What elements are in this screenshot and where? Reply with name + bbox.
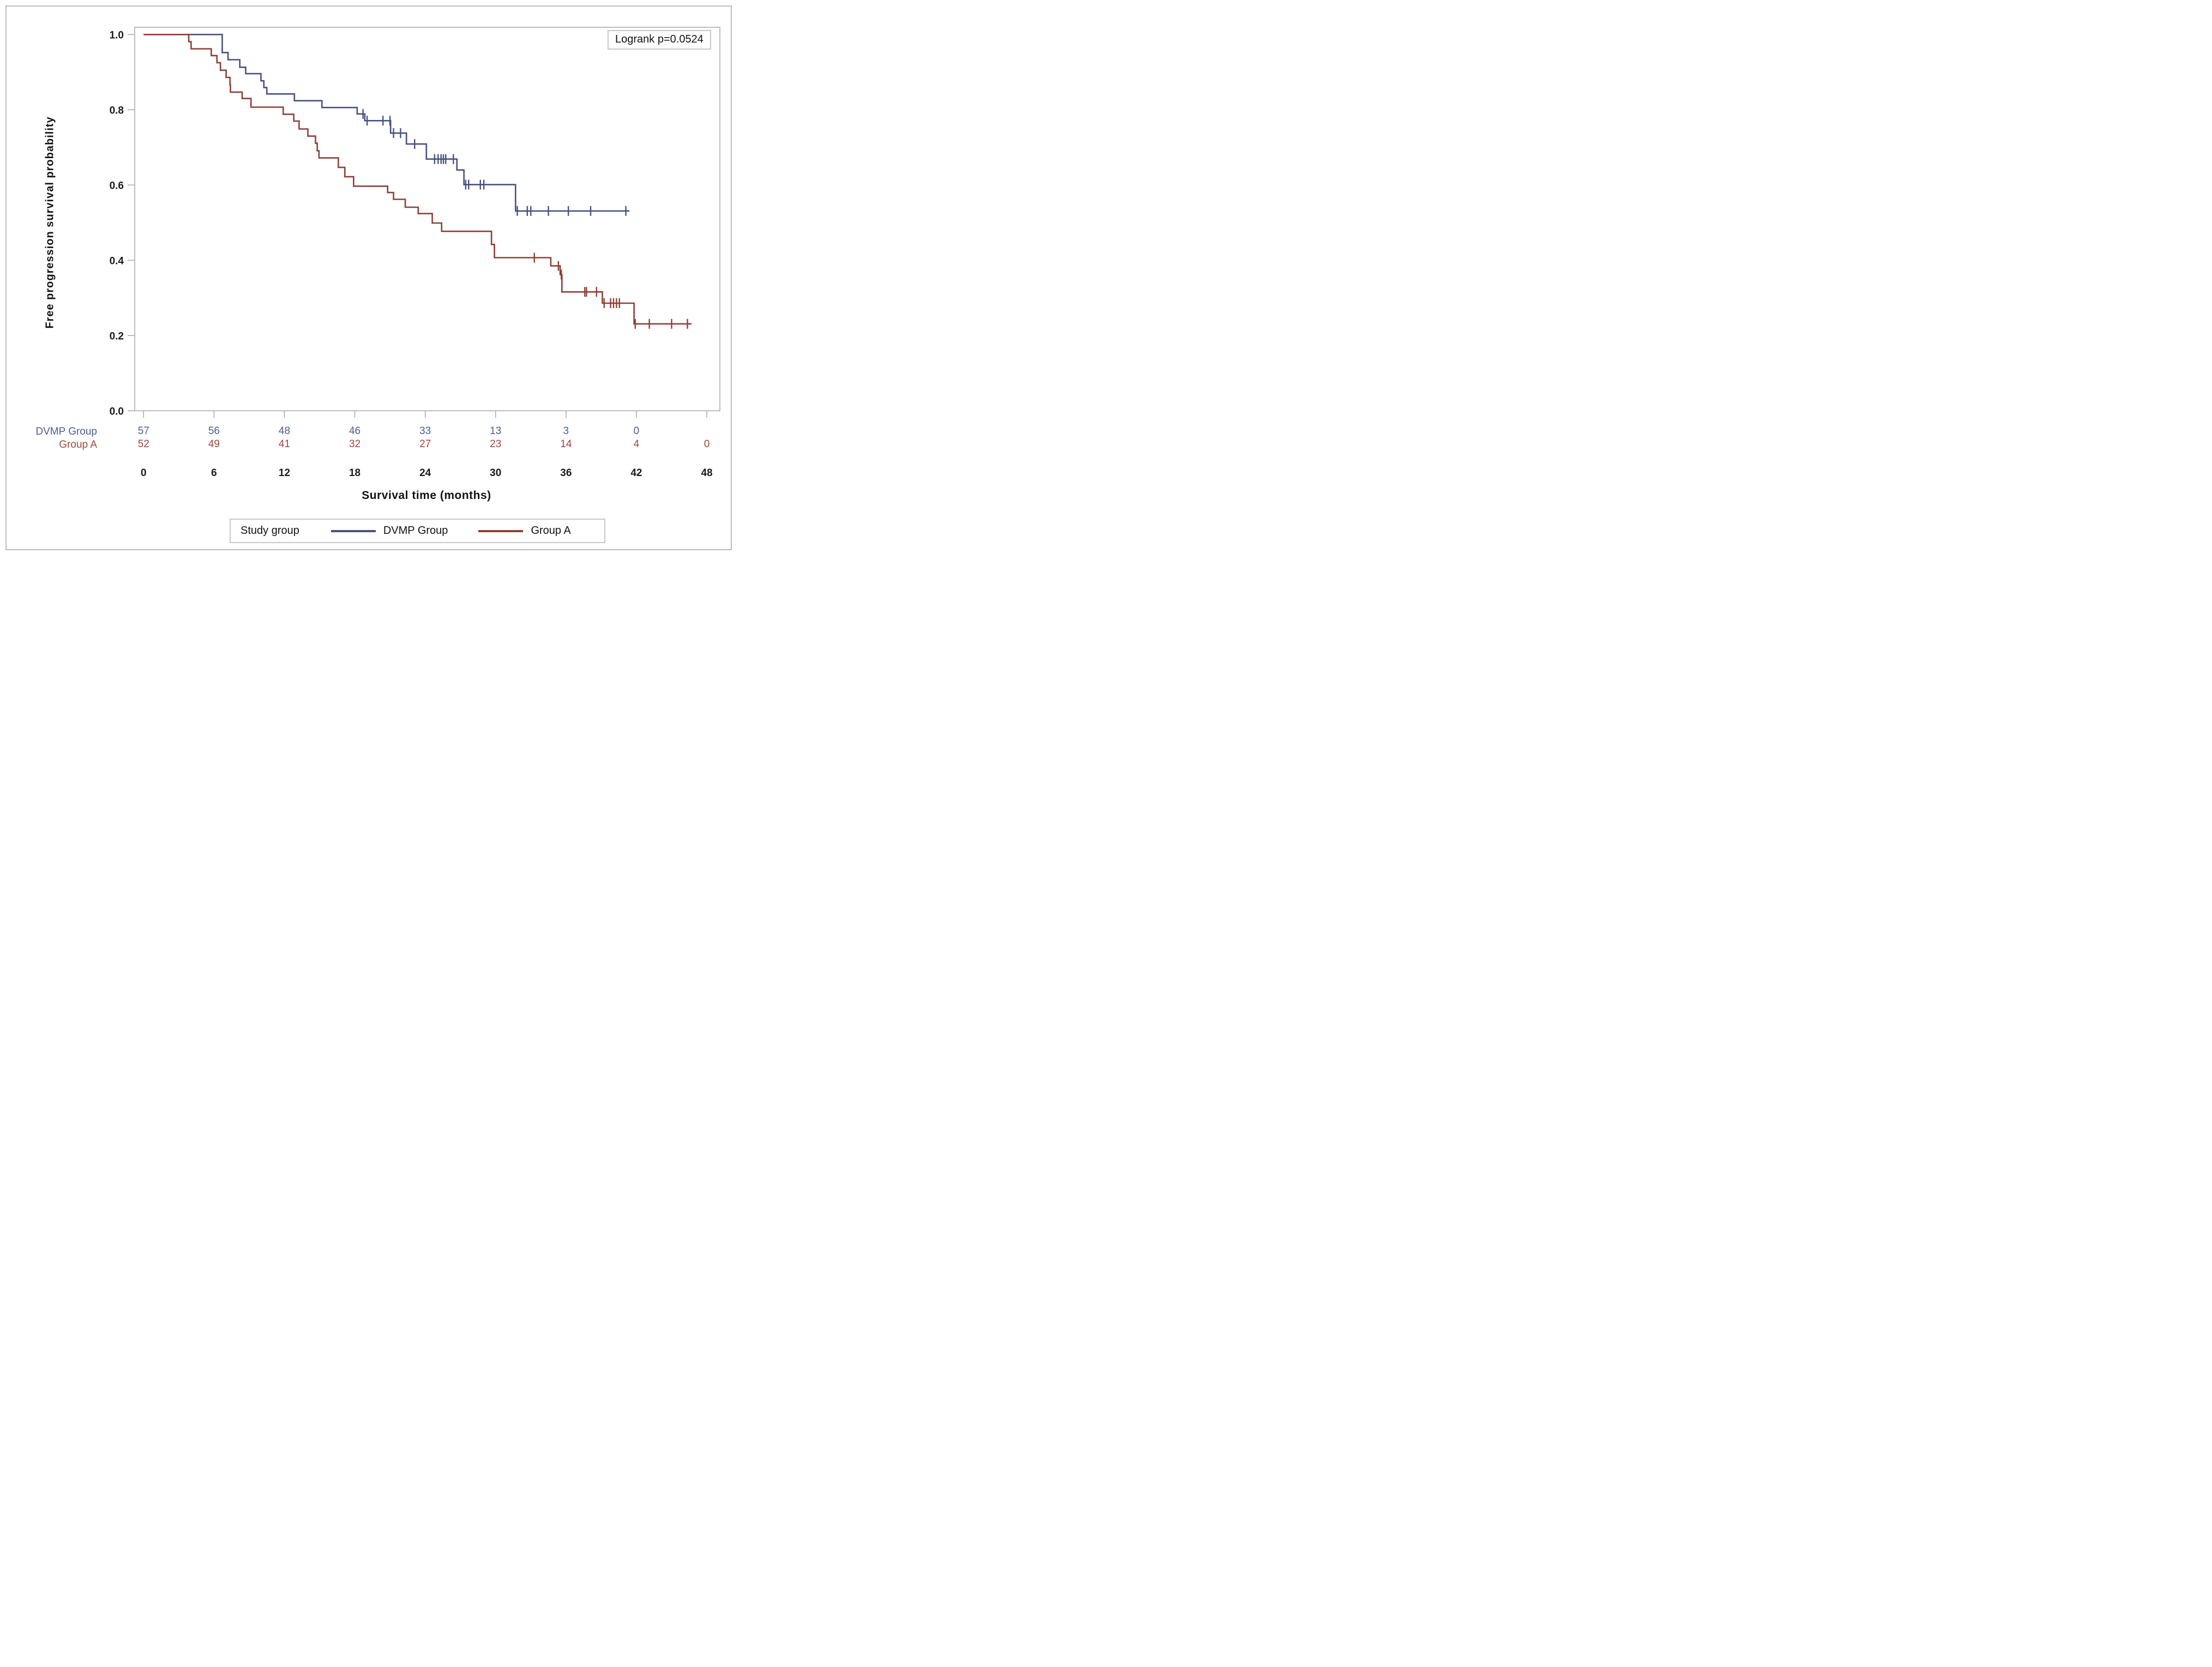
y-tick-label: 0.8 <box>110 105 124 116</box>
atrisk-number: 33 <box>419 425 431 437</box>
legend-box: Study group DVMP Group Group A <box>230 519 605 543</box>
legend-entry-dvmp: DVMP Group <box>330 525 448 537</box>
dvmp-line-sample <box>330 529 376 532</box>
atrisk-row-label-dvmp: DVMP Group <box>35 426 97 437</box>
x-tick-label: 18 <box>349 467 360 479</box>
atrisk-number: 13 <box>490 425 501 437</box>
y-tick-label: 0.2 <box>110 330 124 342</box>
x-tick-label: 0 <box>141 467 147 479</box>
y-axis-title: Free progression survival probability <box>44 116 56 329</box>
groupa-curve <box>143 34 692 325</box>
legend-label-dvmp: DVMP Group <box>383 525 448 537</box>
logrank-annotation-box: Logrank p=0.0524 <box>608 30 711 50</box>
km-survival-figure: 0.0 0.2 0.4 0.6 0.8 1.0 0 6 12 18 24 30 36 42 48 57 56 48… <box>0 0 737 556</box>
plot-frame <box>134 27 720 412</box>
atrisk-number: 0 <box>704 438 710 450</box>
atrisk-number: 32 <box>349 438 360 450</box>
atrisk-number: 4 <box>634 438 640 450</box>
dvmp-curve <box>143 34 629 212</box>
y-tick-label: 1.0 <box>110 29 124 41</box>
legend-entry-groupa: Group A <box>478 525 571 537</box>
y-tick-label: 0.4 <box>110 255 124 267</box>
atrisk-number: 56 <box>208 425 220 437</box>
x-tick-label: 36 <box>560 467 572 479</box>
atrisk-number: 41 <box>279 438 290 450</box>
legend-label-groupa: Group A <box>531 525 571 537</box>
legend-title: Study group <box>241 525 299 537</box>
x-tick-label: 48 <box>701 467 712 479</box>
groupa-line-sample <box>478 529 524 532</box>
x-tick-label: 30 <box>490 467 501 479</box>
x-tick-label: 6 <box>211 467 217 479</box>
y-tick-label: 0.0 <box>110 406 124 417</box>
atrisk-number: 3 <box>563 425 569 437</box>
atrisk-number: 14 <box>560 438 572 450</box>
atrisk-number: 49 <box>208 438 220 450</box>
atrisk-number: 0 <box>634 425 640 437</box>
atrisk-number: 48 <box>279 425 290 437</box>
x-tick-label: 42 <box>630 467 642 479</box>
atrisk-number: 27 <box>419 438 431 450</box>
y-tick-label: 0.6 <box>110 180 124 191</box>
atrisk-number: 46 <box>349 425 360 437</box>
logrank-text: Logrank p=0.0524 <box>615 33 704 45</box>
atrisk-row-label-groupa: Group A <box>59 439 97 450</box>
atrisk-number: 57 <box>138 425 149 437</box>
x-axis-title: Survival time (months) <box>362 489 491 502</box>
x-tick-label: 12 <box>279 467 290 479</box>
x-tick-label: 24 <box>419 467 431 479</box>
atrisk-number: 52 <box>138 438 149 450</box>
atrisk-number: 23 <box>490 438 501 450</box>
